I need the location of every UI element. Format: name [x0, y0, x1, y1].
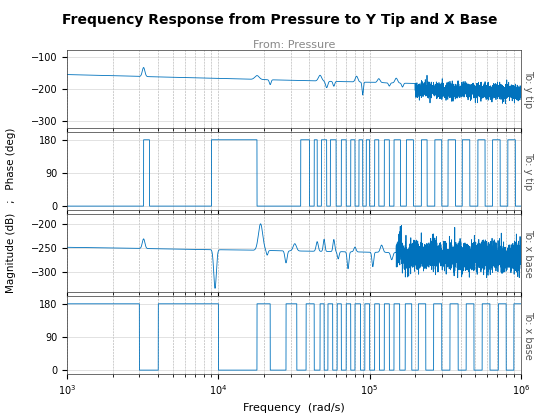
- Text: To: y tip: To: y tip: [523, 70, 533, 108]
- Title: From: Pressure: From: Pressure: [253, 40, 335, 50]
- Text: To: x base: To: x base: [523, 229, 533, 278]
- Text: To: y tip: To: y tip: [523, 152, 533, 190]
- Text: Magnitude (dB)   ;   Phase (deg): Magnitude (dB) ; Phase (deg): [6, 127, 16, 293]
- Text: To: x base: To: x base: [523, 311, 533, 360]
- Text: Frequency Response from Pressure to Y Tip and X Base: Frequency Response from Pressure to Y Ti…: [62, 13, 498, 26]
- X-axis label: Frequency  (rad/s): Frequency (rad/s): [243, 403, 345, 413]
